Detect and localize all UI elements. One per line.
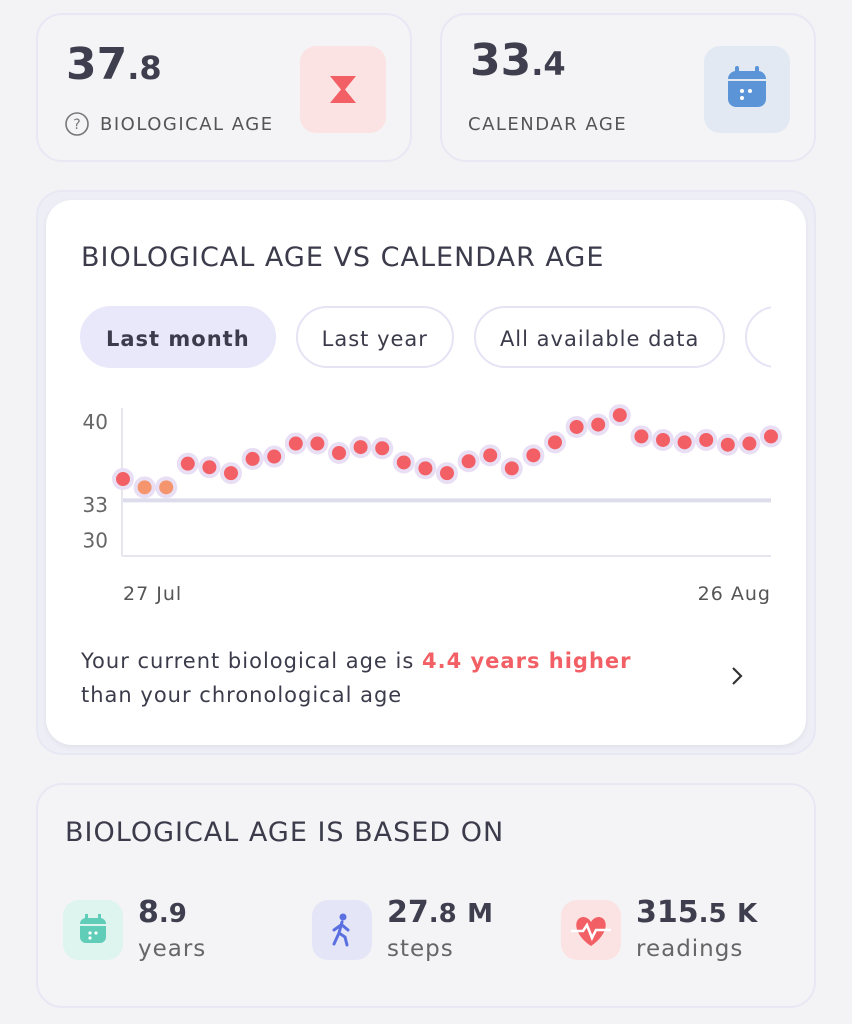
steps-icon bbox=[312, 900, 372, 960]
value-whole: 33 bbox=[470, 35, 532, 86]
filter-pill[interactable] bbox=[745, 306, 771, 368]
svg-text:?: ? bbox=[73, 117, 80, 133]
stat-unit: years bbox=[138, 936, 207, 962]
bio-age-value: 37.8 bbox=[66, 39, 162, 90]
calendar-age-card: 33.4 CALENDAR AGE bbox=[440, 13, 816, 162]
chart-card: BIOLOGICAL AGE VS CALENDAR AGE Last mont… bbox=[46, 200, 806, 745]
value-suffix: M bbox=[467, 899, 494, 929]
value-fraction: .4 bbox=[531, 45, 566, 83]
value-fraction: .9 bbox=[158, 899, 187, 929]
stat: 8.9 years bbox=[138, 895, 206, 962]
chevron-icon[interactable] bbox=[728, 664, 748, 688]
help-icon[interactable]: ? bbox=[64, 111, 90, 137]
filter-pills: Last month Last year All available data bbox=[80, 306, 771, 368]
calendar-icon bbox=[704, 46, 790, 133]
filter-pill[interactable]: All available data bbox=[473, 306, 726, 368]
summary-text: than your chronological age bbox=[81, 683, 403, 707]
value-whole: 27 bbox=[387, 895, 429, 930]
chart-card-title: BIOLOGICAL AGE VS CALENDAR AGE bbox=[81, 242, 605, 273]
value-fraction: .8 bbox=[428, 899, 457, 929]
value-whole: 315 bbox=[636, 895, 699, 930]
years-icon bbox=[63, 900, 123, 960]
heart-icon bbox=[561, 900, 621, 960]
calendar-age-label: CALENDAR AGE bbox=[468, 114, 628, 135]
summary-text: Your current biological age is bbox=[81, 649, 415, 673]
summary[interactable]: Your current biological age is 4.4 years… bbox=[81, 644, 632, 712]
stat-unit: steps bbox=[387, 936, 454, 962]
value-fraction: .8 bbox=[127, 49, 162, 87]
based-on-title: BIOLOGICAL AGE IS BASED ON bbox=[65, 817, 505, 848]
value-whole: 8 bbox=[138, 895, 159, 930]
based-on-card: BIOLOGICAL AGE IS BASED ON bbox=[36, 783, 816, 1008]
hourglass-icon bbox=[300, 46, 386, 133]
value-whole: 37 bbox=[66, 39, 128, 90]
summary-highlight: 4.4 years higher bbox=[421, 649, 632, 673]
filter-pill[interactable]: Last month bbox=[80, 306, 276, 368]
value-suffix: K bbox=[737, 899, 758, 929]
stat-unit: readings bbox=[636, 936, 744, 962]
calendar-age-value: 33.4 bbox=[470, 35, 566, 86]
bio-age-card[interactable]: 37.8 ? BIOLOGICAL AGE bbox=[36, 13, 412, 162]
filter-pill[interactable]: Last year bbox=[295, 306, 454, 368]
value-fraction: .5 bbox=[698, 899, 727, 929]
bio-age-label: BIOLOGICAL AGE bbox=[100, 114, 274, 135]
